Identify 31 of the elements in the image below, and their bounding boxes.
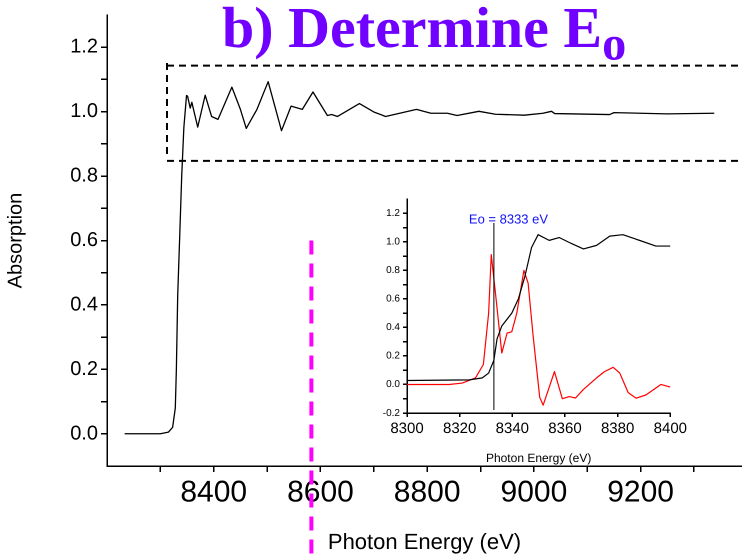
x-tick-label: 8360 xyxy=(548,420,582,438)
x-tick-label: 8800 xyxy=(394,475,461,508)
y-tick-label: 0.8 xyxy=(70,164,98,187)
y-tick-label: 0.2 xyxy=(386,350,400,362)
y-tick-label: 1.2 xyxy=(386,208,400,220)
x-tick-label: 8320 xyxy=(442,420,476,438)
x-tick-label: 8380 xyxy=(600,420,634,438)
y-tick-label: 0.0 xyxy=(70,422,98,444)
x-axis-title: Photon Energy (eV) xyxy=(486,451,592,466)
y-tick-label: 0.4 xyxy=(386,322,400,334)
y-tick-label: 0.8 xyxy=(386,265,400,276)
chart-title: b) Determine E$_{o}$ xyxy=(222,0,626,72)
y-tick-label: 1.0 xyxy=(386,236,400,248)
annotation: Eo = 8333 eV xyxy=(468,211,548,226)
y-tick-label: 0.4 xyxy=(70,293,98,316)
y-tick-label: 0.6 xyxy=(386,294,400,305)
y-axis-title: Absorption xyxy=(4,192,27,288)
y-tick-label: 0.0 xyxy=(386,379,400,390)
x-axis-title: Photon Energy (eV) xyxy=(328,528,522,554)
y-tick-label: 1.2 xyxy=(70,36,98,58)
x-tick-label: 8340 xyxy=(496,420,530,438)
x-tick-label: 8400 xyxy=(654,420,688,438)
x-tick-label: 9200 xyxy=(607,475,674,508)
x-tick-label: 9000 xyxy=(500,475,568,508)
x-tick-label: 8300 xyxy=(390,420,424,438)
x-tick-label: 8400 xyxy=(180,475,248,508)
x-tick-label: 8600 xyxy=(287,475,354,508)
y-tick-label: -0.2 xyxy=(382,408,400,419)
y-tick-label: 1.0 xyxy=(70,100,98,122)
y-tick-label: 0.6 xyxy=(70,229,98,252)
y-tick-label: 0.2 xyxy=(70,358,98,380)
